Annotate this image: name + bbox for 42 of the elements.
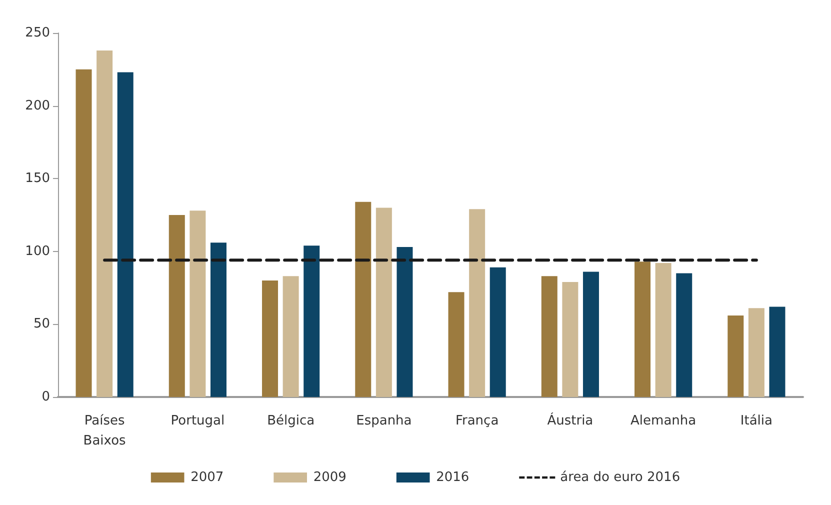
bar [376,208,392,397]
bar [469,209,486,397]
bar [168,215,185,397]
bar [76,69,92,397]
bar [655,263,672,397]
bar [355,202,372,397]
y-tick-label: 200 [25,98,50,114]
bar [676,273,692,397]
y-tick-label: 50 [33,316,50,332]
bar [210,242,226,397]
x-tick-label: Áustria [547,412,594,428]
bar [448,292,464,397]
legend-label: 2016 [436,470,470,485]
y-tick-label: 100 [25,244,50,259]
x-tick-label: Portugal [170,414,225,428]
bar [262,280,278,397]
x-tick-label: Bélgica [267,414,315,428]
x-tick-label: França [455,414,499,428]
bar [748,308,764,397]
x-tick-label: Itália [740,414,772,428]
bar [190,210,206,397]
y-tick-label: 0 [42,390,50,404]
bar [634,262,651,397]
bar [728,315,744,397]
bar [582,272,599,397]
bar [541,276,558,397]
bar [96,50,113,397]
legend-label: 2009 [313,470,346,485]
bar [769,306,786,397]
y-tick-label: 150 [25,171,50,186]
bar [282,276,299,397]
legend-label: área do euro 2016 [560,470,680,485]
legend-label: 2007 [190,470,224,485]
x-tick-label: Países Baixos [83,414,126,448]
bar [396,247,413,397]
y-tick-label: 250 [25,26,50,40]
bar [490,267,506,397]
x-tick-label: Alemanha [630,414,696,428]
bar [304,246,320,397]
bar [117,72,134,397]
bar [562,282,578,397]
x-tick-label: Espanha [356,414,412,428]
